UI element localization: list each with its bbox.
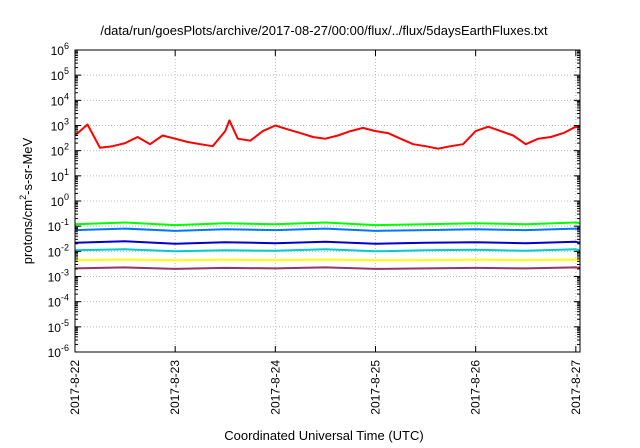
y-tick-label: 104 xyxy=(51,91,69,108)
x-tick-labels: 2017-8-22 2017-8-23 2017-8-24 2017-8-25 2017… xyxy=(68,360,583,415)
x-tick-label: 2017-8-25 xyxy=(368,360,382,415)
series-line-6 xyxy=(74,258,581,262)
y-axis-label: protons/cm2-s-sr-MeV xyxy=(18,137,35,264)
chart-title: /data/run/goesPlots/archive/2017-08-27/0… xyxy=(100,23,548,38)
y-tick-label: 10-3 xyxy=(48,268,69,285)
y-tick-label: 10-1 xyxy=(48,217,69,234)
y-tick-label: 101 xyxy=(51,167,69,184)
y-tick-label: 10-4 xyxy=(48,293,69,310)
series-line-5 xyxy=(74,248,581,253)
y-tick-label: 10-5 xyxy=(48,318,69,335)
x-axis-label: Coordinated Universal Time (UTC) xyxy=(224,428,423,443)
y-tick-label: 103 xyxy=(51,117,69,134)
y-tick-label: 10-6 xyxy=(48,343,69,360)
x-tick-label: 2017-8-27 xyxy=(569,360,583,415)
series-line-4 xyxy=(74,240,581,245)
series-line-3 xyxy=(74,227,581,232)
y-tick-label: 10-2 xyxy=(48,242,69,259)
series-line-7 xyxy=(74,266,581,270)
series-line-1 xyxy=(74,119,581,150)
grid xyxy=(75,50,580,352)
y-tick-label: 102 xyxy=(51,142,69,159)
series-layer xyxy=(74,119,581,270)
y-tick-labels: 10-6 10-5 10-4 10-3 10-2 10-1 100 101 102 103 104 1… xyxy=(48,41,69,360)
y-tick-label: 105 xyxy=(51,66,69,83)
x-tick-label: 2017-8-26 xyxy=(469,360,483,415)
series-line-2 xyxy=(74,221,581,227)
y-tick-label: 106 xyxy=(51,41,69,58)
x-tick-label: 2017-8-23 xyxy=(168,360,182,415)
ticks xyxy=(74,49,580,353)
x-tick-label: 2017-8-24 xyxy=(268,360,282,415)
y-tick-label: 100 xyxy=(51,192,69,209)
x-tick-label: 2017-8-22 xyxy=(68,360,82,415)
